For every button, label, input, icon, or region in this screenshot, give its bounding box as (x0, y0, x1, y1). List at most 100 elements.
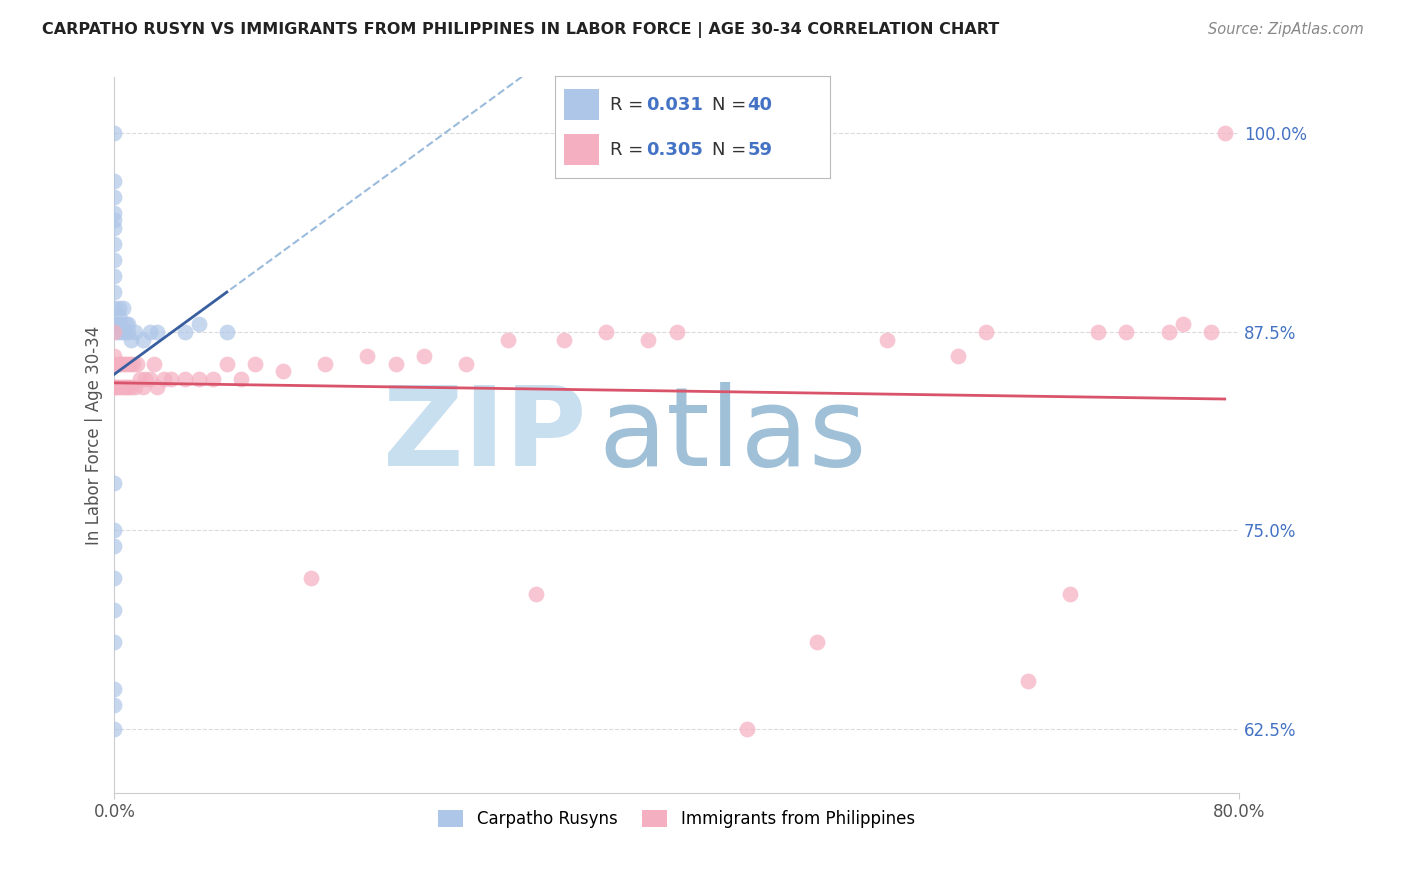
Point (128, 372, 150, 386)
Point (114, 317, 136, 331)
Text: atlas: atlas (598, 382, 866, 489)
Point (103, 301, 125, 315)
Point (243, 357, 266, 371)
Point (553, 333, 575, 347)
Point (121, 357, 143, 371)
Point (117, 380, 139, 394)
Point (108, 317, 131, 331)
Text: N =: N = (711, 141, 752, 159)
Point (110, 357, 132, 371)
Point (412, 349, 434, 363)
Point (124, 325, 146, 339)
Point (665, 325, 688, 339)
Point (299, 571, 322, 585)
Point (103, 317, 125, 331)
Point (117, 317, 139, 331)
Point (103, 189, 125, 203)
Point (103, 380, 125, 394)
Point (120, 380, 142, 394)
Point (356, 349, 378, 363)
Text: 0.031: 0.031 (645, 95, 703, 113)
Point (117, 325, 139, 339)
Point (145, 325, 167, 339)
Point (152, 372, 174, 386)
Point (103, 524, 125, 538)
Text: CARPATHO RUSYN VS IMMIGRANTS FROM PHILIPPINES IN LABOR FORCE | AGE 30-34 CORRELA: CARPATHO RUSYN VS IMMIGRANTS FROM PHILIP… (42, 22, 1000, 38)
Point (384, 357, 406, 371)
Point (974, 325, 997, 339)
Point (524, 587, 547, 601)
Point (496, 333, 519, 347)
Point (595, 325, 617, 339)
Point (138, 325, 160, 339)
Point (114, 380, 136, 394)
Point (1171, 317, 1194, 331)
Point (1059, 587, 1081, 601)
Point (103, 213, 125, 227)
Point (118, 357, 141, 371)
Point (103, 722, 125, 736)
Bar (564, 89, 599, 120)
Point (103, 237, 125, 252)
Point (103, 269, 125, 284)
Point (120, 333, 142, 347)
Point (1213, 126, 1236, 140)
Bar (564, 135, 599, 165)
Point (187, 317, 209, 331)
Text: Source: ZipAtlas.com: Source: ZipAtlas.com (1208, 22, 1364, 37)
Point (806, 634, 828, 648)
Text: R =: R = (610, 95, 650, 113)
Point (454, 357, 477, 371)
Point (103, 682, 125, 697)
Point (215, 325, 238, 339)
Point (103, 205, 125, 219)
Point (201, 372, 224, 386)
Point (103, 634, 125, 648)
Point (107, 301, 129, 315)
Point (103, 603, 125, 617)
Point (173, 372, 195, 386)
Point (173, 325, 195, 339)
Point (124, 380, 146, 394)
Point (145, 380, 167, 394)
Point (271, 364, 294, 378)
Point (108, 380, 131, 394)
Point (314, 357, 336, 371)
Point (103, 325, 125, 339)
Point (112, 325, 135, 339)
Point (1017, 674, 1039, 689)
Text: 0.305: 0.305 (645, 141, 703, 159)
Point (125, 357, 148, 371)
Point (103, 221, 125, 235)
Text: ZIP: ZIP (384, 382, 586, 489)
Point (637, 333, 659, 347)
Point (103, 349, 125, 363)
Point (105, 325, 128, 339)
Point (103, 126, 125, 140)
Point (876, 333, 898, 347)
Point (946, 349, 969, 363)
Point (138, 372, 160, 386)
Point (735, 722, 758, 736)
Legend: Carpatho Rusyns, Immigrants from Philippines: Carpatho Rusyns, Immigrants from Philipp… (432, 803, 921, 834)
Text: 59: 59 (748, 141, 772, 159)
Point (1157, 325, 1180, 339)
Point (103, 357, 125, 371)
Point (131, 380, 153, 394)
Point (103, 285, 125, 299)
Point (159, 372, 181, 386)
Point (103, 475, 125, 490)
Point (142, 357, 165, 371)
Point (215, 357, 238, 371)
Text: R =: R = (610, 141, 650, 159)
Point (111, 301, 134, 315)
Y-axis label: In Labor Force | Age 30-34: In Labor Force | Age 30-34 (86, 326, 103, 545)
Text: N =: N = (711, 95, 752, 113)
Point (1087, 325, 1109, 339)
Point (111, 380, 134, 394)
Point (110, 325, 132, 339)
Point (1199, 325, 1222, 339)
Point (134, 372, 156, 386)
Point (112, 357, 135, 371)
Point (105, 380, 128, 394)
